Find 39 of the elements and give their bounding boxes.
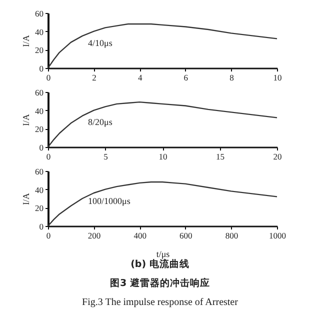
- caption: Fig.3 The impulse response of Arrester: [81, 297, 239, 309]
- y-tick-label: 60: [35, 8, 44, 18]
- x-tick-label: 0: [46, 152, 51, 162]
- y-axis-title: I/A: [21, 114, 31, 126]
- y-tick-label: 20: [35, 45, 44, 56]
- x-tick-label: 10: [158, 152, 168, 162]
- x-tick-label: 15: [216, 152, 224, 162]
- text: (b) 电流曲线: [130, 259, 190, 271]
- x-tick-label: 200: [88, 230, 101, 240]
- y-tick-label: 40: [35, 184, 44, 195]
- x-tick-label: 6: [184, 72, 188, 82]
- y-axis-title: I/A: [21, 34, 31, 47]
- y-tick-label: 0: [39, 222, 44, 232]
- y-tick-label: 60: [35, 166, 44, 176]
- annotation: 4/10μs: [88, 38, 113, 48]
- x-tick-label: 8: [230, 72, 234, 82]
- x-tick-label: 20: [273, 152, 282, 162]
- x-tick-label: 800: [225, 230, 238, 240]
- y-tick-label: 0: [39, 64, 44, 74]
- annotation: 8/20μs: [88, 117, 113, 127]
- x-tick-label: 0: [46, 72, 51, 82]
- y-tick-label: 40: [35, 26, 44, 37]
- x-tick-label: 600: [180, 230, 192, 240]
- x-tick-label: 4: [138, 72, 143, 82]
- y-tick-label: 0: [39, 142, 44, 152]
- x-tick-label: 0: [46, 230, 51, 240]
- x-tick-label: 10: [273, 72, 282, 82]
- x-tick-label: 400: [134, 230, 146, 240]
- y-tick-label: 20: [35, 124, 44, 134]
- caption: 图3 避雷器的冲击响应: [109, 278, 211, 290]
- y-tick-label: 20: [35, 203, 44, 214]
- annotation: 100/1000μs: [88, 196, 131, 206]
- y-axis-title: I/A: [21, 192, 31, 205]
- x-axis-title: t/μs: [156, 249, 170, 259]
- x-tick-label: 2: [92, 72, 96, 82]
- x-tick-label: 1000: [269, 230, 286, 240]
- y-tick-label: 40: [35, 106, 44, 116]
- y-tick-label: 60: [35, 88, 44, 98]
- x-tick-label: 5: [104, 152, 108, 162]
